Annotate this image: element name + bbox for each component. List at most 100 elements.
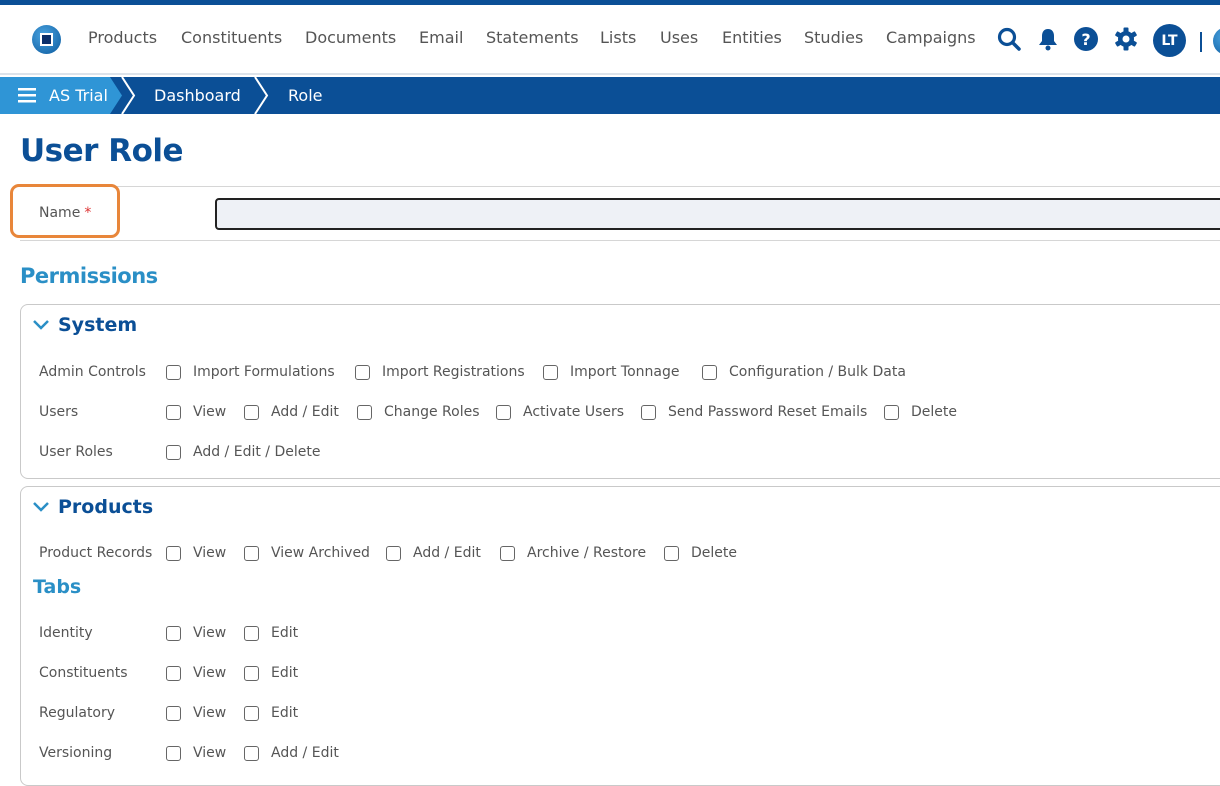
- chevron-right-icon: [254, 77, 269, 114]
- checkbox-box[interactable]: [244, 404, 259, 420]
- gear-icon[interactable]: [1113, 26, 1139, 52]
- permissions-heading: Permissions: [20, 264, 158, 288]
- checkbox-box[interactable]: [702, 364, 717, 380]
- permission-checkbox[interactable]: Add / Edit: [386, 545, 481, 561]
- permission-checkbox[interactable]: Import Tonnage: [543, 364, 679, 380]
- bell-icon[interactable]: [1035, 26, 1061, 52]
- checkbox-label: Send Password Reset Emails: [668, 404, 868, 420]
- svg-text:?: ?: [1081, 30, 1090, 49]
- permission-checkbox[interactable]: Activate Users: [496, 404, 624, 420]
- system-toggle[interactable]: System: [32, 314, 137, 336]
- permission-checkbox[interactable]: View: [166, 665, 226, 681]
- checkbox-box[interactable]: [244, 545, 259, 561]
- permission-checkbox[interactable]: View: [166, 545, 226, 561]
- user-avatar[interactable]: LT: [1153, 24, 1186, 57]
- checkbox-label: Edit: [271, 625, 299, 641]
- checkbox-box[interactable]: [166, 404, 181, 420]
- checkbox-box[interactable]: [664, 545, 679, 561]
- permission-checkbox[interactable]: View: [166, 625, 226, 641]
- checkbox-box[interactable]: [357, 404, 372, 420]
- checkbox-box[interactable]: [244, 745, 259, 761]
- nav-products[interactable]: Products: [88, 28, 158, 47]
- checkbox-label: View: [193, 705, 227, 721]
- app-logo[interactable]: [32, 25, 61, 54]
- nav-studies[interactable]: Studies: [804, 28, 864, 47]
- permission-checkbox[interactable]: Add / Edit: [244, 745, 339, 761]
- permission-checkbox[interactable]: View: [166, 404, 226, 420]
- permission-row-label: Identity: [39, 625, 93, 641]
- permission-checkbox[interactable]: Edit: [244, 665, 298, 681]
- permission-checkbox[interactable]: Import Formulations: [166, 364, 335, 380]
- permission-checkbox[interactable]: Add / Edit / Delete: [166, 444, 320, 460]
- checkbox-label: View: [193, 545, 227, 561]
- checkbox-box[interactable]: [641, 404, 656, 420]
- nav-campaigns[interactable]: Campaigns: [886, 28, 976, 47]
- checkbox-label: Edit: [271, 665, 299, 681]
- checkbox-label: Activate Users: [523, 404, 625, 420]
- checkbox-box[interactable]: [166, 364, 181, 380]
- checkbox-label: Archive / Restore: [527, 545, 647, 561]
- checkbox-box[interactable]: [166, 625, 181, 641]
- checkbox-box[interactable]: [386, 545, 401, 561]
- chevron-right-icon: [121, 77, 136, 114]
- permission-checkbox[interactable]: Send Password Reset Emails: [641, 404, 867, 420]
- checkbox-box[interactable]: [166, 444, 181, 460]
- tabs-heading: Tabs: [33, 576, 82, 598]
- checkbox-label: Add / Edit / Delete: [193, 444, 321, 460]
- permission-checkbox[interactable]: View Archived: [244, 545, 370, 561]
- checkbox-label: View: [193, 404, 227, 420]
- permission-checkbox[interactable]: Configuration / Bulk Data: [702, 364, 906, 380]
- nav-documents[interactable]: Documents: [305, 28, 397, 47]
- nav-uses[interactable]: Uses: [660, 28, 699, 47]
- checkbox-label: View: [193, 745, 227, 761]
- permission-checkbox[interactable]: Import Registrations: [355, 364, 525, 380]
- permission-row-label: Product Records: [39, 545, 153, 561]
- permission-checkbox[interactable]: Delete: [884, 404, 957, 420]
- permission-checkbox[interactable]: Edit: [244, 625, 298, 641]
- top-accent-bar: [0, 0, 1220, 5]
- permission-checkbox[interactable]: View: [166, 705, 226, 721]
- checkbox-label: Import Tonnage: [570, 364, 680, 380]
- checkbox-box[interactable]: [884, 404, 899, 420]
- permission-checkbox[interactable]: Delete: [664, 545, 737, 561]
- checkbox-box[interactable]: [355, 364, 370, 380]
- permission-checkbox[interactable]: Add / Edit: [244, 404, 339, 420]
- permission-row-label: Versioning: [39, 745, 113, 761]
- products-toggle[interactable]: Products: [32, 496, 153, 518]
- breadcrumb-role: Role: [288, 86, 323, 105]
- checkbox-box[interactable]: [166, 545, 181, 561]
- nav-email[interactable]: Email: [419, 28, 464, 47]
- nav-constituents[interactable]: Constituents: [181, 28, 283, 47]
- nav-statements[interactable]: Statements: [486, 28, 579, 47]
- breadcrumb-as-trial[interactable]: AS Trial: [49, 86, 108, 105]
- permission-checkbox[interactable]: Edit: [244, 705, 298, 721]
- checkbox-box[interactable]: [244, 625, 259, 641]
- checkbox-box[interactable]: [496, 404, 511, 420]
- checkbox-box[interactable]: [166, 745, 181, 761]
- name-input[interactable]: [215, 198, 1220, 230]
- checkbox-label: Import Formulations: [193, 364, 335, 380]
- menu-icon[interactable]: [18, 87, 36, 103]
- checkbox-label: View Archived: [271, 545, 370, 561]
- permission-checkbox[interactable]: Change Roles: [357, 404, 480, 420]
- breadcrumb-dashboard[interactable]: Dashboard: [154, 86, 241, 105]
- help-icon[interactable]: ?: [1073, 26, 1099, 52]
- page-title: User Role: [20, 133, 184, 169]
- org-avatar[interactable]: [1213, 27, 1220, 55]
- checkbox-box[interactable]: [500, 545, 515, 561]
- checkbox-label: Change Roles: [384, 404, 480, 420]
- checkbox-box[interactable]: [244, 705, 259, 721]
- checkbox-box[interactable]: [543, 364, 558, 380]
- nav-lists[interactable]: Lists: [600, 28, 637, 47]
- divider: [1200, 32, 1202, 52]
- checkbox-label: Delete: [911, 404, 957, 420]
- checkbox-box[interactable]: [166, 705, 181, 721]
- checkbox-box[interactable]: [166, 665, 181, 681]
- checkbox-label: Add / Edit: [271, 745, 339, 761]
- search-icon[interactable]: [996, 26, 1022, 52]
- checkbox-label: Add / Edit: [271, 404, 339, 420]
- permission-checkbox[interactable]: Archive / Restore: [500, 545, 646, 561]
- permission-checkbox[interactable]: View: [166, 745, 226, 761]
- checkbox-box[interactable]: [244, 665, 259, 681]
- nav-entities[interactable]: Entities: [722, 28, 782, 47]
